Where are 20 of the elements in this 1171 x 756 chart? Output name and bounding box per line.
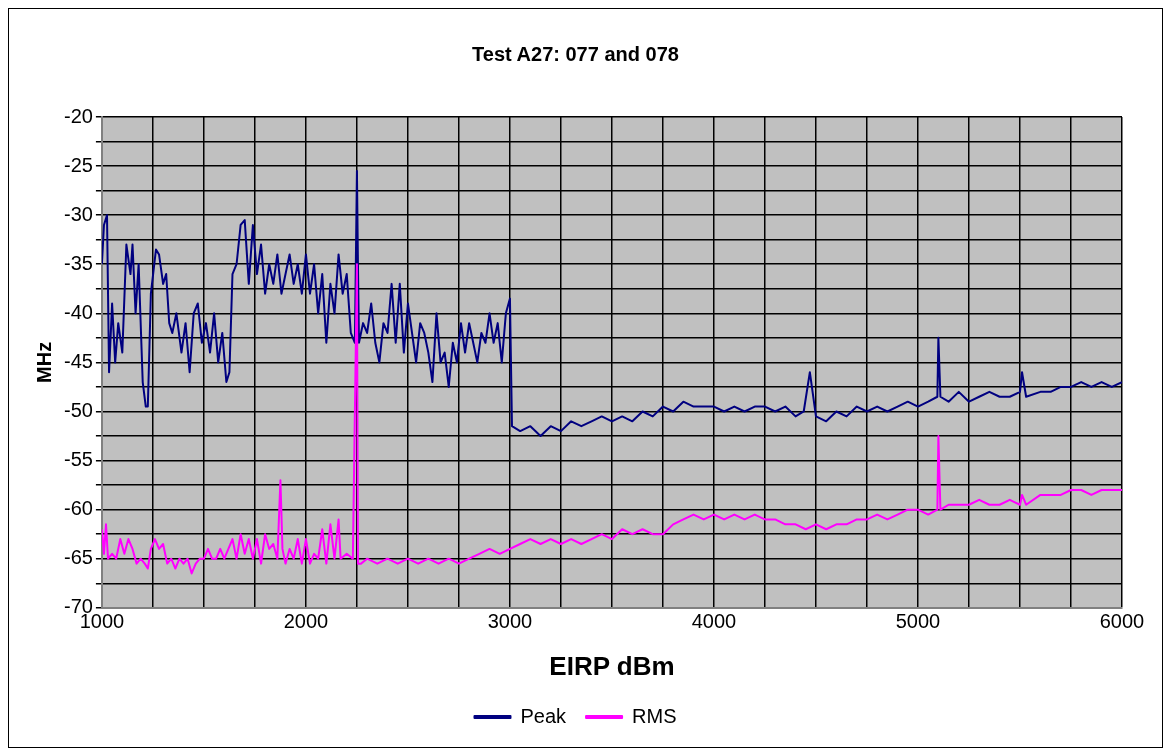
y-tick-label: -35	[64, 251, 93, 274]
x-tick-label: 2000	[283, 610, 329, 633]
x-tick-label: 6000	[1099, 610, 1145, 633]
x-tick-label: 3000	[487, 610, 533, 633]
x-tick-label: 4000	[691, 610, 737, 633]
y-tick-label: -65	[64, 546, 93, 569]
legend-label: Peak	[520, 704, 568, 727]
y-tick-label: -20	[64, 104, 93, 127]
x-tick-label: 5000	[895, 610, 941, 633]
y-tick-label: -55	[64, 448, 93, 471]
y-axis-title: MHz	[32, 341, 55, 383]
legend-label: RMS	[632, 704, 677, 727]
y-tick-label: -30	[64, 202, 93, 225]
y-tick-label: -40	[64, 300, 93, 323]
x-axis-title: EIRP dBm	[549, 650, 675, 681]
chart-title: Test A27: 077 and 078	[472, 42, 679, 65]
y-tick-label: -45	[64, 349, 93, 372]
y-tick-label: -60	[64, 497, 93, 520]
y-tick-label: -50	[64, 399, 93, 421]
y-tick-label: -25	[64, 153, 93, 176]
